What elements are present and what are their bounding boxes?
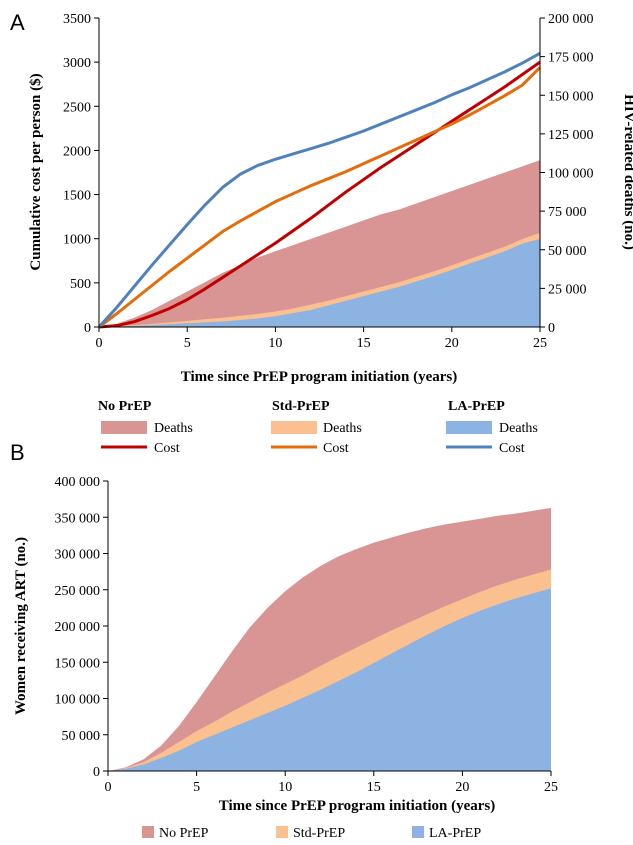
legend-b-la-prep-label: LA-PrEP [429,826,481,841]
chart-b-ylabel: Women receiving ART (no.) [13,537,29,715]
legend-a: No PrEP Deaths Cost Std-PrEP Deaths Cost… [98,399,538,456]
chart-a-left-ticks: 0 500 1000 1500 2000 2500 3000 3500 [63,12,99,336]
chart-a-x-tick-label: 15 [357,336,371,351]
chart-b-x-ticks: 0 5 10 15 20 25 [105,771,558,795]
chart-a-y-right-tick-label: 0 [548,321,555,336]
chart-b-x-tick-label: 0 [105,780,112,795]
chart-a-lines [97,51,542,329]
chart-a-ylabel: Cumulative cost per person ($) [28,73,44,270]
legend-b-std-prep-swatch [276,826,288,838]
chart-a-y-tick-label: 3000 [63,56,91,71]
legend-b-la-prep-swatch [412,826,424,838]
chart-a-y-tick-label: 3500 [63,12,91,27]
chart-a-xlabel: Time since PrEP program initiation (year… [181,369,458,385]
legend-a-la-prep-deaths-swatch [446,421,492,434]
chart-b-y-tick-label: 250 000 [55,584,101,599]
chart-a-y-tick-label: 1000 [63,233,91,248]
chart-a-x-tick-label: 10 [268,336,282,351]
chart-a-y-tick-label: 0 [84,321,91,336]
chart-b-x-tick-label: 20 [455,780,469,795]
chart-a-y-tick-label: 500 [70,277,91,292]
chart-b-left-ticks: 0 50 000 100 000 150 000 200 000 250 000 300 0… [55,475,108,780]
legend-b-no-prep-label: No PrEP [159,826,209,841]
chart-a-y-tick-label: 1500 [63,189,91,204]
chart-b-areas [108,507,551,771]
legend-a-std-prep-deaths-label: Deaths [323,421,362,436]
chart-b-x-tick-label: 10 [278,780,292,795]
chart-b-xlabel: Time since PrEP program initiation (year… [219,798,496,814]
legend-a-no-prep-cost-label: Cost [154,441,180,456]
chart-a-y-right-tick-label: 150 000 [548,89,594,104]
legend-a-la-prep-deaths-label: Deaths [499,421,538,436]
panel-a-letter: A [10,10,25,35]
chart-a-y-tick-label: 2500 [63,100,91,115]
chart-a-areas [99,160,540,327]
legend-b-no-prep-swatch [142,826,154,838]
legend-a-la-prep-title: LA-PrEP [448,399,505,414]
chart-b-y-tick-label: 300 000 [55,548,101,563]
chart-a-y-tick-label: 2000 [63,144,91,159]
chart-b: 0 50 000 100 000 150 000 200 000 250 000 300 0… [13,475,558,814]
panel-b-letter: B [10,440,25,465]
chart-b-y-tick-label: 50 000 [62,729,101,744]
legend-a-std-prep-cost-label: Cost [323,441,349,456]
chart-a-x-tick-label: 0 [96,336,103,351]
chart-a-x-tick-label: 20 [445,336,459,351]
chart-a-series-no-prep-cost [98,60,541,329]
chart-b-y-tick-label: 200 000 [55,620,101,635]
legend-a-std-prep-title: Std-PrEP [272,399,330,414]
chart-a-x-tick-label: 25 [533,336,547,351]
legend-a-no-prep-deaths-label: Deaths [154,421,193,436]
chart-b-y-tick-label: 0 [93,765,100,780]
chart-a-right-ticks: 0 25 000 50 000 75 000 100 000 125 000 150 000… [540,12,594,336]
chart-a-y-right-tick-label: 200 000 [548,12,594,27]
chart-b-y-tick-label: 350 000 [55,511,101,526]
chart-a-series-la-prep-cost [97,51,541,329]
chart-a-y-right-tick-label: 75 000 [548,205,587,220]
chart-a-y-right-tick-label: 50 000 [548,244,587,259]
chart-b-y-tick-label: 150 000 [55,656,101,671]
chart-a-y-right-tick-label: 125 000 [548,128,594,143]
chart-b-x-tick-label: 25 [544,780,558,795]
chart-b-x-tick-label: 5 [193,780,200,795]
chart-b-y-tick-label: 400 000 [55,475,101,490]
chart-b-x-tick-label: 15 [367,780,381,795]
chart-b-y-tick-label: 100 000 [55,693,101,708]
legend-a-la-prep-cost-label: Cost [499,441,525,456]
chart-a-x-ticks: 0 5 10 15 20 25 [96,327,547,351]
legend-a-std-prep-deaths-swatch [271,421,317,434]
legend-b: No PrEP Std-PrEP LA-PrEP [142,826,481,841]
legend-b-std-prep-label: Std-PrEP [293,826,345,841]
chart-a-ylabel-right: HIV-related deaths (no.) [621,94,633,250]
chart-a-y-right-tick-label: 100 000 [548,167,594,182]
chart-b-series-la-prep [108,588,551,771]
chart-a-series-la-prep-deaths [99,238,540,327]
chart-a-x-tick-label: 5 [184,336,191,351]
chart-a-y-right-tick-label: 175 000 [548,51,594,66]
chart-a-y-right-tick-label: 25 000 [548,282,587,297]
chart-a-series-std-prep-cost [98,66,542,329]
legend-a-no-prep-deaths-swatch [101,421,147,434]
legend-a-no-prep-title: No PrEP [98,399,152,414]
